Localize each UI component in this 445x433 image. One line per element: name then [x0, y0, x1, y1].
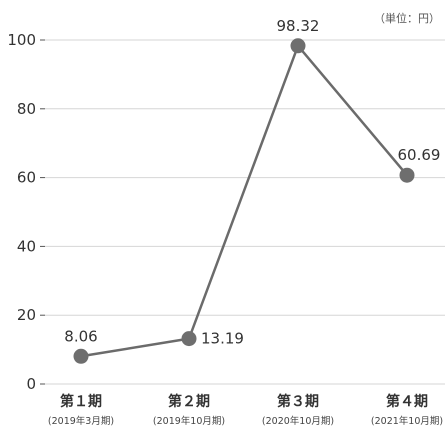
x-category-sublabel-2: (2019年10月期) — [153, 415, 225, 427]
y-tick-label-60: 60 — [17, 169, 36, 187]
data-points — [73, 38, 415, 364]
x-axis-categories: 第１期 (2019年3月期) 第２期 (2019年10月期) 第３期 (2020年10月期… — [48, 393, 443, 427]
x-category-sublabel-1: (2019年3月期) — [48, 415, 114, 427]
y-tick-label-0: 0 — [26, 375, 36, 393]
x-category-label-2: 第２期 — [168, 393, 210, 410]
data-label-1: 8.06 — [64, 327, 97, 345]
x-category-label-3: 第３期 — [277, 393, 319, 410]
y-tick-label-100: 100 — [7, 31, 36, 49]
x-category-label-1: 第１期 — [60, 393, 102, 410]
y-tick-label-80: 80 — [17, 100, 36, 118]
data-labels: 8.06 13.19 98.32 60.69 — [64, 17, 440, 348]
x-category-sublabel-3: (2020年10月期) — [262, 415, 334, 427]
unit-label: （単位：円） — [374, 11, 440, 25]
y-axis-ticks: 0 20 40 60 80 100 — [7, 31, 45, 393]
data-point-3 — [290, 38, 306, 54]
data-point-4 — [399, 167, 415, 183]
data-label-3: 98.32 — [277, 17, 320, 35]
data-point-1 — [73, 348, 89, 364]
x-category-sublabel-4: (2021年10月期) — [371, 415, 443, 427]
data-label-2: 13.19 — [201, 330, 244, 348]
series-line — [80, 43, 408, 358]
series — [80, 43, 408, 358]
data-point-2 — [181, 331, 197, 347]
x-category-label-4: 第４期 — [386, 393, 428, 410]
y-tick-label-20: 20 — [17, 306, 36, 324]
gridlines — [45, 39, 445, 385]
data-label-4: 60.69 — [398, 146, 441, 164]
y-tick-label-40: 40 — [17, 237, 36, 255]
